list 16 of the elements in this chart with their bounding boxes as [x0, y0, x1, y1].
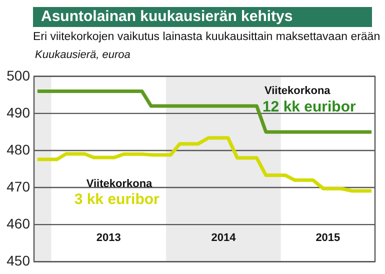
- x-tick-label: 2013: [96, 232, 121, 244]
- chart-subtitle: Eri viitekorkojen vaikutus lainasta kuukausittain maksettavaan erään: [33, 31, 380, 43]
- annotation: Viitekorkona: [264, 85, 332, 98]
- x-tick-label: 2014: [211, 232, 237, 244]
- y-tick-label: 490: [6, 104, 30, 120]
- text: 3 kk euribor: [74, 190, 160, 208]
- annotation: Viitekorkona: [86, 178, 154, 190]
- y-axis-title: Kuukausierä, euroa: [35, 49, 130, 61]
- y-tick-label: 470: [6, 178, 30, 194]
- x-tick-label: 2015: [316, 232, 340, 244]
- series-label: 12 kk euribor: [262, 98, 356, 116]
- y-tick-label: 460: [6, 215, 30, 232]
- y-tick-label: 450: [6, 252, 30, 268]
- chart-title: Asuntolainan kuukausierän kehitys: [33, 7, 372, 27]
- y-tick-label: 500: [6, 67, 30, 84]
- y-tick-label: 480: [6, 141, 30, 158]
